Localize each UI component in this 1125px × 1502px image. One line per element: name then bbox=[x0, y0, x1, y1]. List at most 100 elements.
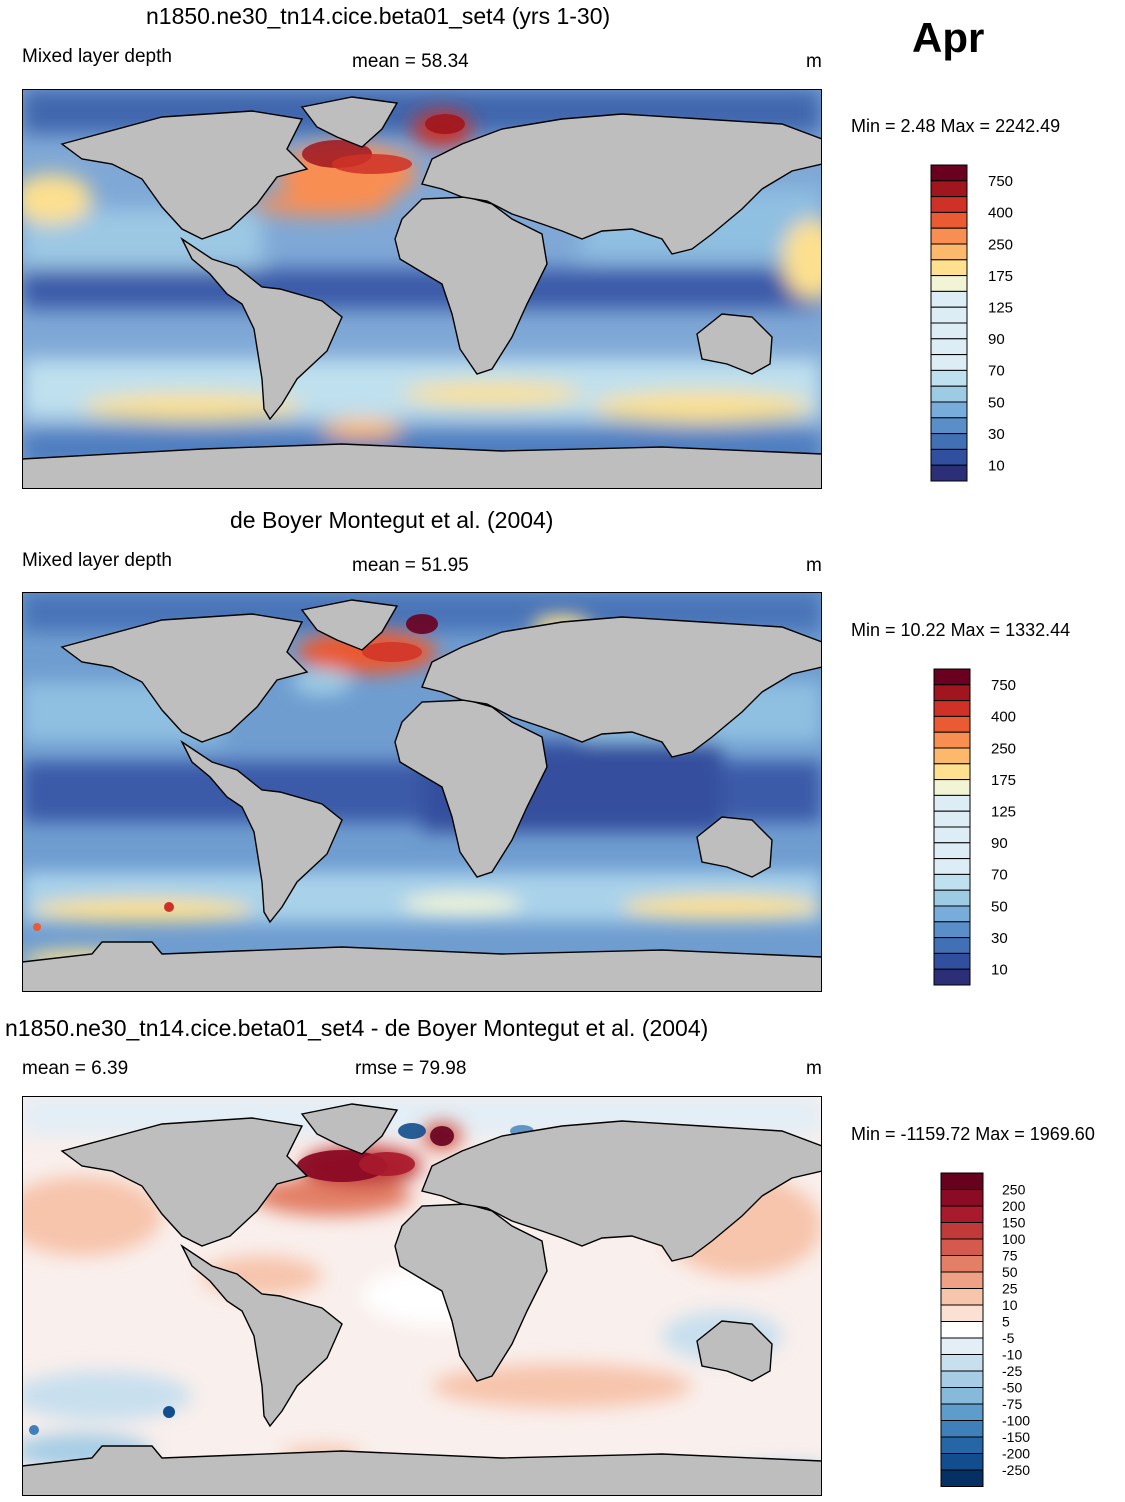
colorbar-swatch bbox=[933, 668, 971, 686]
colorbar-tick-label: -5 bbox=[1002, 1330, 1015, 1346]
colorbar-swatch bbox=[930, 338, 968, 356]
colorbar-tick-label: 25 bbox=[1002, 1280, 1018, 1296]
colorbar-tick-label: 30 bbox=[988, 426, 1005, 443]
colorbar-swatch bbox=[940, 1205, 984, 1223]
rmse-label: rmse = 79.98 bbox=[355, 1058, 467, 1079]
colorbar-tick-label: 50 bbox=[1002, 1264, 1018, 1280]
colorbar-tick-label: 250 bbox=[1002, 1181, 1026, 1197]
colorbar-tick-label: 30 bbox=[991, 930, 1008, 947]
colorbar-swatch bbox=[933, 779, 971, 796]
colorbar-tick-label: -200 bbox=[1002, 1445, 1030, 1461]
minmax-label: Min = 2.48 Max = 2242.49 bbox=[851, 116, 1061, 136]
mean-label: mean = 6.39 bbox=[22, 1058, 129, 1079]
colorbar: 750 400 250 175 125 90 70 50 30 10 bbox=[930, 164, 1013, 482]
colorbar-tick-label: 70 bbox=[991, 867, 1008, 884]
colorbar-swatch bbox=[930, 448, 968, 466]
units-label: m bbox=[806, 1058, 822, 1079]
colorbar-tick-label: 10 bbox=[988, 457, 1005, 474]
colorbar-tick-label: 125 bbox=[988, 299, 1013, 316]
colorbar-swatch bbox=[930, 401, 968, 419]
colorbar-swatch bbox=[933, 826, 971, 844]
mean-label: mean = 58.34 bbox=[352, 51, 469, 72]
colorbar-tick-label: 200 bbox=[1002, 1198, 1026, 1214]
colorbar-tick-label: 175 bbox=[991, 772, 1016, 789]
colorbar-tick-label: 10 bbox=[991, 961, 1008, 978]
panel-title: de Boyer Montegut et al. (2004) bbox=[230, 507, 554, 533]
colorbar-tick-label: 400 bbox=[988, 205, 1013, 222]
colorbar-swatch bbox=[933, 700, 971, 717]
colorbar-swatch bbox=[940, 1436, 984, 1454]
mean-label: mean = 51.95 bbox=[352, 555, 469, 576]
colorbar-tick-label: -50 bbox=[1002, 1379, 1022, 1395]
colorbar-swatch bbox=[940, 1370, 984, 1388]
colorbar-swatch bbox=[930, 227, 968, 245]
colorbar-swatch bbox=[940, 1172, 984, 1190]
minmax-label: Min = 10.22 Max = 1332.44 bbox=[851, 620, 1071, 640]
colorbar-swatch bbox=[940, 1255, 984, 1273]
colorbar-tick-label: 750 bbox=[991, 677, 1016, 694]
colorbar-swatch bbox=[930, 164, 968, 182]
colorbar-swatch bbox=[940, 1321, 984, 1339]
variable-label: Mixed layer depth bbox=[22, 46, 172, 67]
colorbar-swatch bbox=[933, 873, 971, 891]
colorbar-swatch bbox=[940, 1189, 984, 1207]
colorbar-swatch bbox=[930, 433, 968, 450]
colorbar-swatch bbox=[940, 1469, 984, 1487]
colorbar-swatch bbox=[933, 763, 971, 781]
colorbar-tick-label: 10 bbox=[1002, 1297, 1018, 1313]
month-label: Apr bbox=[912, 14, 985, 61]
units-label: m bbox=[806, 51, 822, 72]
colorbar-swatch bbox=[940, 1271, 984, 1289]
colorbar-swatch bbox=[940, 1238, 984, 1256]
colorbar-swatch bbox=[930, 243, 968, 261]
colorbar-tick-label: 750 bbox=[988, 173, 1013, 190]
colorbar-swatch bbox=[933, 889, 971, 907]
colorbar-tick-label: -10 bbox=[1002, 1346, 1022, 1362]
colorbar-swatch bbox=[940, 1420, 984, 1438]
colorbar-swatch bbox=[933, 794, 971, 812]
colorbar-swatch bbox=[930, 354, 968, 371]
difference-map bbox=[22, 1096, 822, 1496]
mixed-layer-depth-map bbox=[22, 89, 822, 489]
colorbar-tick-label: 70 bbox=[988, 363, 1005, 380]
colorbar-swatch bbox=[940, 1387, 984, 1405]
colorbar-swatch bbox=[930, 196, 968, 213]
colorbar-tick-label: 75 bbox=[1002, 1247, 1018, 1263]
colorbar-swatch bbox=[940, 1354, 984, 1372]
colorbar-swatch bbox=[933, 905, 971, 923]
colorbar-tick-label: 90 bbox=[988, 331, 1005, 348]
colorbar-tick-label: 175 bbox=[988, 268, 1013, 285]
colorbar-tick-label: 400 bbox=[991, 709, 1016, 726]
colorbar: 250200150100755025105-5-10-25-50-75-100-… bbox=[940, 1172, 1030, 1487]
colorbar-swatch bbox=[933, 937, 971, 954]
colorbar-swatch bbox=[933, 715, 971, 733]
colorbar-swatch bbox=[930, 369, 968, 387]
colorbar-swatch bbox=[930, 275, 968, 292]
colorbar-swatch bbox=[933, 921, 971, 939]
colorbar-swatch bbox=[940, 1222, 984, 1240]
colorbar-tick-label: 250 bbox=[991, 740, 1016, 757]
colorbar-swatch bbox=[930, 417, 968, 435]
colorbar-swatch bbox=[933, 858, 971, 875]
colorbar-tick-label: -150 bbox=[1002, 1429, 1030, 1445]
panel-title: n1850.ne30_tn14.cice.beta01_set4 - de Bo… bbox=[5, 1015, 709, 1041]
colorbar-swatch bbox=[940, 1337, 984, 1355]
colorbar-swatch bbox=[930, 322, 968, 340]
colorbar-tick-label: 150 bbox=[1002, 1214, 1026, 1230]
colorbar-swatch bbox=[940, 1403, 984, 1421]
minmax-label: Min = -1159.72 Max = 1969.60 bbox=[851, 1124, 1095, 1144]
colorbar-swatch bbox=[930, 464, 968, 482]
mixed-layer-depth-obs-map bbox=[22, 592, 822, 992]
colorbar-tick-label: -25 bbox=[1002, 1363, 1022, 1379]
colorbar-tick-label: 125 bbox=[991, 803, 1016, 820]
colorbar-swatch bbox=[933, 731, 971, 749]
colorbar-swatch bbox=[930, 211, 968, 229]
colorbar-tick-label: 50 bbox=[988, 394, 1005, 411]
colorbar-swatch bbox=[933, 968, 971, 986]
colorbar-tick-label: 5 bbox=[1002, 1313, 1010, 1329]
variable-label: Mixed layer depth bbox=[22, 550, 172, 571]
colorbar-tick-label: -100 bbox=[1002, 1412, 1030, 1428]
panel-title: n1850.ne30_tn14.cice.beta01_set4 (yrs 1-… bbox=[146, 3, 611, 29]
colorbar-swatch bbox=[940, 1453, 984, 1471]
colorbar-swatch bbox=[933, 810, 971, 828]
